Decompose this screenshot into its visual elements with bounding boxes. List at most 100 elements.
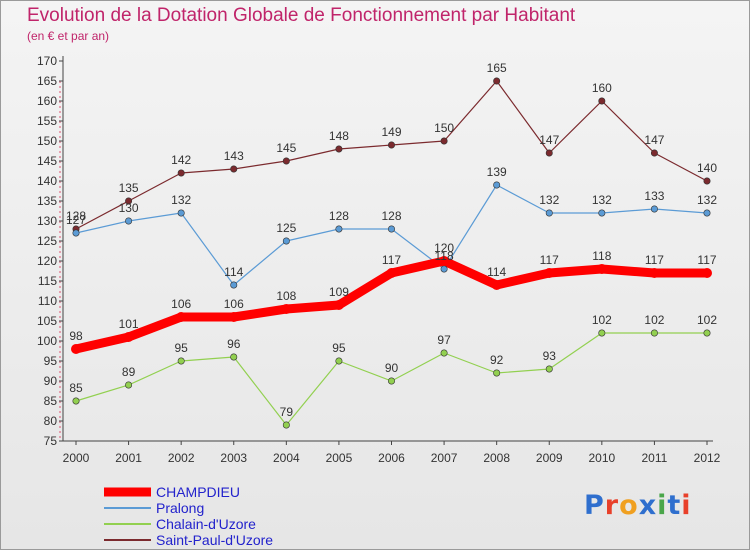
data-label: 106 xyxy=(224,297,244,311)
y-tick-label: 130 xyxy=(37,214,57,228)
chart-subtitle: (en € et par an) xyxy=(27,29,110,43)
x-tick-label: 2012 xyxy=(694,451,721,465)
y-tick-label: 120 xyxy=(37,254,57,268)
y-tick-label: 145 xyxy=(37,154,57,168)
data-label: 79 xyxy=(280,405,294,419)
data-point xyxy=(177,169,185,177)
data-point xyxy=(703,209,711,217)
data-label: 147 xyxy=(644,133,664,147)
data-point xyxy=(387,225,395,233)
chart-title: Evolution de la Dotation Globale de Fonc… xyxy=(27,5,576,26)
data-label: 142 xyxy=(171,153,191,167)
y-tick-label: 75 xyxy=(44,434,58,448)
data-point xyxy=(230,353,238,361)
data-label: 89 xyxy=(122,365,136,379)
data-label: 114 xyxy=(487,265,506,279)
data-point xyxy=(493,77,501,85)
y-tick-label: 160 xyxy=(37,94,57,108)
x-tick-label: 2008 xyxy=(483,451,510,465)
data-point xyxy=(387,377,395,385)
data-point xyxy=(493,369,501,377)
data-point xyxy=(650,149,658,157)
data-point xyxy=(386,268,397,278)
data-label: 150 xyxy=(434,121,454,135)
data-labels: 128 135 142 143 145 148 149 150 165 147 160 147 140 1… xyxy=(66,61,717,419)
y-tick-label: 105 xyxy=(37,314,57,328)
y-tick-label: 95 xyxy=(44,354,58,368)
data-point xyxy=(649,268,660,278)
legend-label: CHAMPDIEU xyxy=(156,484,240,500)
y-tick-label: 100 xyxy=(37,334,57,348)
y-tick-label: 80 xyxy=(44,414,58,428)
data-label: 96 xyxy=(227,337,241,351)
y-tick-label: 140 xyxy=(37,174,57,188)
data-label: 147 xyxy=(539,133,559,147)
data-label: 117 xyxy=(540,253,559,267)
x-tick-label: 2009 xyxy=(536,451,563,465)
data-label: 117 xyxy=(645,253,664,267)
data-point xyxy=(598,209,606,217)
data-label: 140 xyxy=(697,161,717,175)
data-label: 109 xyxy=(329,285,349,299)
data-point xyxy=(545,149,553,157)
data-point xyxy=(177,357,185,365)
data-label: 160 xyxy=(592,81,612,95)
data-point xyxy=(493,181,501,189)
data-point xyxy=(545,209,553,217)
y-tick-label: 125 xyxy=(37,234,57,248)
data-point xyxy=(72,229,80,237)
x-tick-label: 2002 xyxy=(168,451,195,465)
legend-label: Pralong xyxy=(156,500,204,516)
y-tick-label: 155 xyxy=(37,114,57,128)
data-label: 117 xyxy=(697,253,716,267)
data-label: 132 xyxy=(171,193,191,207)
y-tick-label: 115 xyxy=(38,274,57,288)
axes: 75 80 85 90 95 100 105 110 115 120 125 130 135 140 145… xyxy=(37,54,721,465)
x-tick-label: 2006 xyxy=(378,451,405,465)
data-label: 106 xyxy=(171,297,191,311)
data-point xyxy=(230,281,238,289)
y-tick-label: 90 xyxy=(44,374,58,388)
y-tick-label: 150 xyxy=(37,134,57,148)
data-label: 139 xyxy=(487,165,507,179)
data-point xyxy=(545,365,553,373)
y-tick-label: 165 xyxy=(37,74,57,88)
proxiti-logo: Proxiti xyxy=(584,490,692,521)
data-point xyxy=(282,237,290,245)
data-point xyxy=(703,177,711,185)
data-point xyxy=(335,357,343,365)
data-label: 85 xyxy=(69,381,83,395)
data-label: 90 xyxy=(385,361,399,375)
data-label: 97 xyxy=(437,333,451,347)
data-point xyxy=(282,157,290,165)
data-label: 102 xyxy=(697,313,717,327)
data-point xyxy=(596,264,607,274)
data-point xyxy=(125,217,133,225)
data-label: 101 xyxy=(119,317,139,331)
data-point xyxy=(440,265,448,273)
data-point xyxy=(72,397,80,405)
data-label: 102 xyxy=(644,313,664,327)
data-label: 135 xyxy=(119,181,139,195)
data-label: 127 xyxy=(66,213,86,227)
data-point xyxy=(650,329,658,337)
data-point xyxy=(71,344,81,354)
data-label: 149 xyxy=(381,125,401,139)
data-label: 132 xyxy=(592,193,612,207)
data-point xyxy=(702,268,712,278)
data-point xyxy=(439,256,450,266)
data-point xyxy=(177,209,185,217)
data-label: 128 xyxy=(381,209,401,223)
x-tick-label: 2005 xyxy=(326,451,353,465)
data-label: 114 xyxy=(224,265,243,279)
data-label: 93 xyxy=(543,349,557,363)
data-label: 145 xyxy=(276,141,296,155)
data-label: 132 xyxy=(697,193,717,207)
data-label: 143 xyxy=(224,149,244,163)
data-label: 128 xyxy=(329,209,349,223)
data-label: 130 xyxy=(119,201,139,215)
data-point xyxy=(335,145,343,153)
x-tick-label: 2003 xyxy=(220,451,247,465)
data-label: 120 xyxy=(434,241,454,255)
data-label: 98 xyxy=(69,329,83,343)
